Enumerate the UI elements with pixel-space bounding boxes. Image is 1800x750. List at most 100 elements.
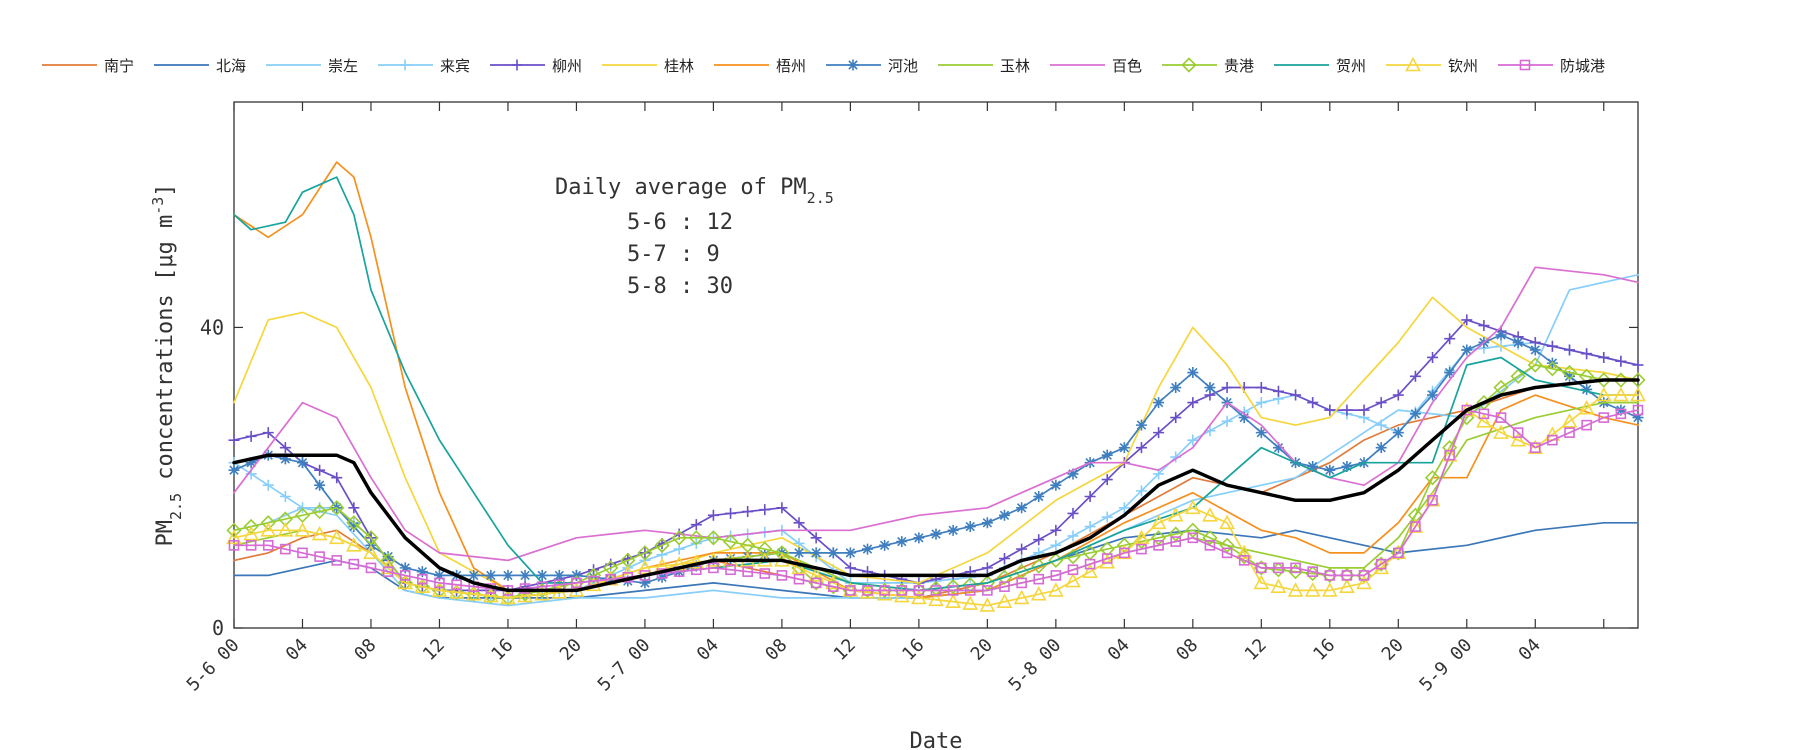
data-point: [1307, 397, 1319, 409]
data-point: [519, 583, 531, 594]
x-tick-label: 5-8 00: [1005, 635, 1066, 696]
data-point: [1272, 442, 1284, 454]
legend-label: 崇左: [328, 57, 358, 75]
data-point: [962, 595, 979, 610]
data-point: [1270, 578, 1287, 593]
data-point: [810, 532, 822, 544]
data-point: [245, 457, 257, 469]
data-point: [448, 584, 465, 600]
data-point: [431, 582, 448, 599]
data-point: [876, 586, 893, 601]
data-point: [1324, 404, 1336, 416]
data-point: [314, 464, 326, 476]
data-point: [1613, 386, 1629, 402]
data-point: [639, 577, 651, 589]
legend-entry-崇左: 崇左: [266, 57, 358, 75]
data-point: [1598, 412, 1610, 423]
data-point: [1168, 526, 1184, 542]
data-point: [1341, 460, 1353, 472]
data-point: [1101, 511, 1113, 523]
data-point: [1375, 442, 1387, 454]
data-point: [1596, 372, 1612, 388]
legend-marker: [1519, 59, 1531, 71]
data-point: [913, 585, 925, 596]
data-point: [226, 522, 242, 538]
legend-label: 柳州: [552, 57, 582, 75]
data-point: [1339, 578, 1355, 593]
series-贺州: [233, 176, 1639, 592]
data-point: [465, 586, 482, 601]
data-point: [243, 525, 259, 541]
annotation-line-5-7: 5-7 : 9: [627, 242, 720, 267]
data-point: [1356, 574, 1372, 590]
data-point: [311, 525, 328, 541]
data-point: [226, 529, 242, 545]
x-tick-label: 08: [350, 635, 380, 665]
data-point: [329, 500, 345, 516]
data-point: [279, 491, 291, 502]
data-point: [1202, 507, 1218, 522]
data-point: [314, 479, 326, 491]
data-point: [245, 430, 257, 442]
data-point: [1238, 412, 1250, 424]
data-point: [399, 570, 411, 581]
data-point: [1547, 434, 1558, 446]
data-point: [297, 547, 308, 559]
data-point: [808, 567, 824, 582]
legend-entry-贵港: 贵港: [1162, 57, 1254, 75]
data-point: [1016, 577, 1027, 589]
data-point: [1048, 582, 1064, 597]
data-point: [1544, 361, 1561, 377]
data-point: [363, 530, 379, 546]
data-point: [791, 559, 807, 575]
data-point: [879, 585, 890, 596]
data-point: [859, 584, 876, 599]
legend: 南宁 北海 崇左 来宾 柳州 桂林 梧州 河池 玉林 百色 贵港 贺州 钦州 防城港: [42, 56, 1605, 75]
x-tick-label: 5-6 00: [183, 635, 244, 696]
data-point: [1150, 514, 1167, 530]
data-point: [1219, 514, 1235, 530]
data-point: [708, 562, 719, 574]
data-point: [981, 517, 993, 529]
data-point: [945, 579, 961, 595]
data-point: [637, 545, 653, 561]
data-point: [262, 540, 274, 551]
data-point: [1236, 544, 1253, 560]
data-point: [707, 509, 719, 521]
data-point: [260, 522, 277, 537]
data-point: [1255, 382, 1267, 394]
data-point: [451, 579, 462, 591]
data-point: [1476, 413, 1492, 428]
y-tick-label: 40: [200, 315, 224, 339]
data-point: [1082, 563, 1098, 578]
data-point: [945, 593, 961, 608]
data-point: [1202, 530, 1218, 546]
data-point: [654, 537, 670, 553]
x-tick-label: 16: [487, 635, 517, 665]
data-point: [1033, 534, 1045, 546]
data-point: [294, 507, 311, 523]
series-layer: [226, 161, 1646, 612]
data-point: [433, 569, 445, 581]
data-point: [1101, 449, 1113, 461]
legend-entry-防城港: 防城港: [1498, 57, 1605, 75]
data-point: [414, 578, 431, 593]
data-point: [311, 503, 328, 520]
data-point: [1084, 558, 1096, 570]
data-point: [277, 511, 293, 527]
data-point: [1153, 427, 1165, 439]
x-tick-label: 16: [898, 635, 928, 665]
data-point: [911, 589, 927, 605]
data-point: [571, 577, 582, 589]
data-point: [500, 589, 516, 605]
data-point: [328, 529, 345, 545]
legend-label: 南宁: [104, 57, 134, 75]
data-point: [1392, 547, 1404, 559]
data-point: [1444, 449, 1455, 461]
data-point: [1613, 372, 1629, 388]
x-tick-label: 20: [967, 635, 997, 665]
legend-entry-梧州: 梧州: [714, 57, 806, 75]
data-point: [397, 575, 413, 591]
series-line: [233, 266, 1639, 562]
data-point: [279, 442, 291, 454]
